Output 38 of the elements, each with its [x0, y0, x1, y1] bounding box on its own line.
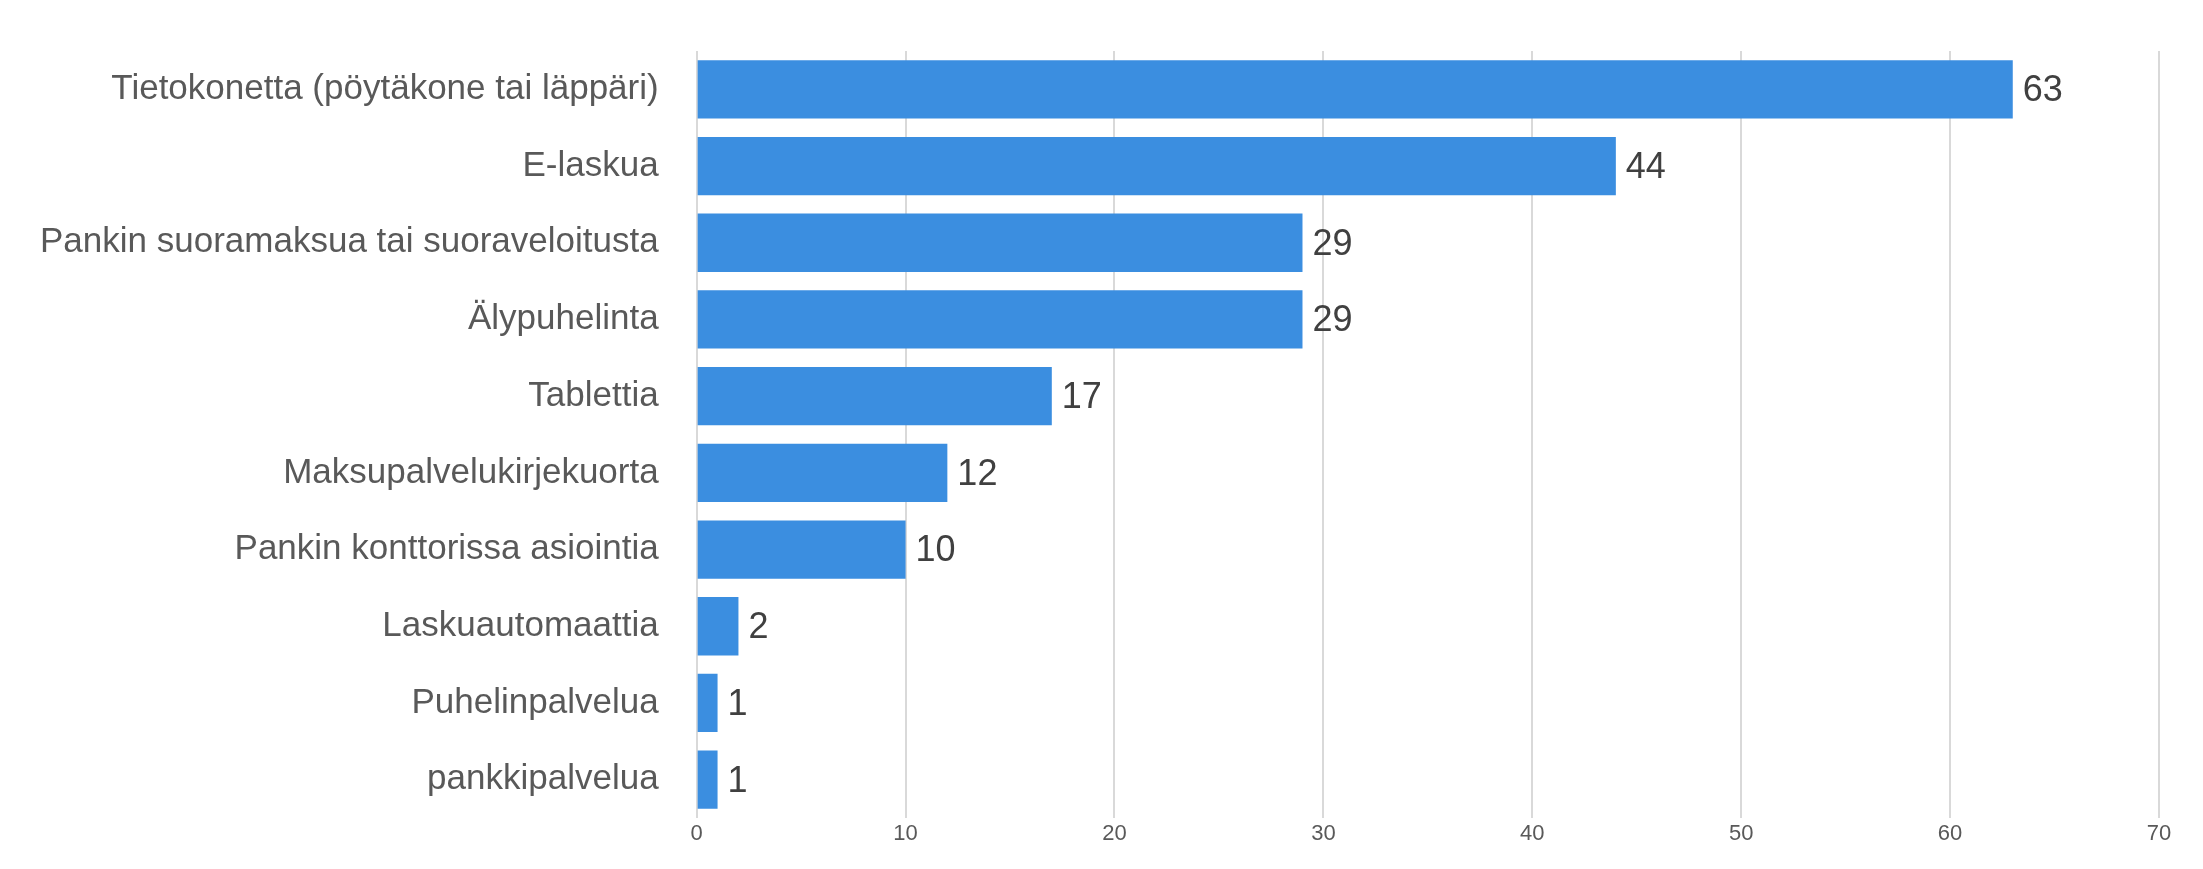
bar — [697, 673, 718, 733]
data-label: 17 — [1061, 375, 1102, 417]
x-tick-label: 60 — [1937, 820, 1963, 846]
y-tick-label: Tietokonetta (pöytäkone tai läppäri) — [111, 67, 659, 107]
data-label: 29 — [1312, 298, 1353, 340]
y-tick-label: Älypuhelinta — [467, 297, 660, 337]
bar — [697, 443, 948, 502]
y-tick-label: Pankin konttorissa asiointia — [234, 527, 660, 567]
y-tick-label: Puhelinpalvelua — [411, 680, 660, 720]
x-tick-label: 10 — [893, 820, 918, 846]
x-tick-label: 0 — [690, 820, 703, 846]
bar — [697, 60, 2013, 119]
data-label: 1 — [727, 681, 748, 723]
x-tick-label: 70 — [2146, 820, 2172, 846]
y-tick-label: Pankin suoramaksua tai suoraveloitusta — [40, 220, 660, 260]
y-tick-label: E-laskua — [522, 143, 660, 183]
y-tick-label: Maksupalvelukirjekuorta — [283, 450, 660, 490]
data-label: 10 — [915, 528, 956, 570]
bar — [697, 136, 1616, 196]
data-label: 12 — [957, 451, 998, 493]
y-tick-label: pankkipalvelua — [427, 757, 660, 797]
y-tick-label: Laskuautomaattia — [382, 603, 660, 643]
data-label: 29 — [1312, 221, 1353, 263]
bar — [697, 367, 1052, 426]
y-tick-label: Tablettia — [528, 373, 660, 413]
bar — [697, 213, 1303, 272]
bar — [697, 597, 739, 656]
bar — [697, 750, 718, 809]
x-tick-label: 50 — [1728, 820, 1754, 846]
bar — [697, 290, 1303, 349]
x-tick-label: 30 — [1311, 820, 1336, 846]
x-tick-label: 20 — [1102, 820, 1127, 846]
x-tick-label: 40 — [1520, 820, 1545, 846]
data-label: 1 — [727, 758, 748, 800]
data-label: 2 — [748, 605, 769, 647]
data-label: 63 — [2022, 68, 2063, 110]
bar — [697, 520, 906, 579]
data-label: 44 — [1625, 144, 1666, 186]
